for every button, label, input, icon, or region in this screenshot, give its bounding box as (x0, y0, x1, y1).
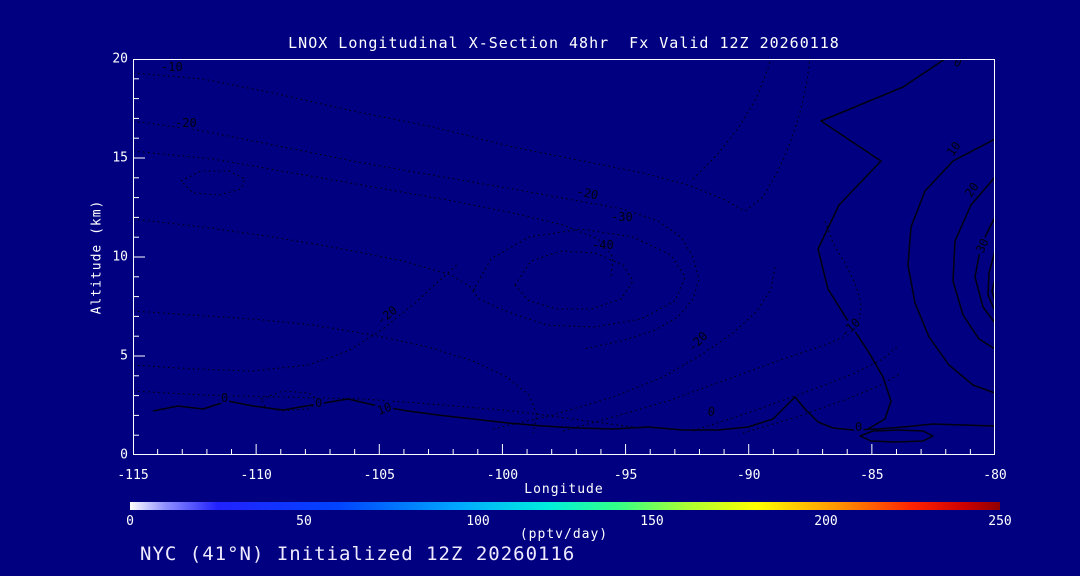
contour-line-level-20 (952, 176, 995, 350)
contour-line-level--20 (133, 262, 460, 372)
colorbar-tick-label: 100 (466, 514, 490, 529)
contour-label: 30 (973, 236, 992, 255)
contour-label: -20 (575, 184, 599, 202)
contour-line-level--40 (514, 250, 634, 310)
colorbar-tick-label: 50 (296, 514, 312, 529)
contour-label: 10 (375, 400, 393, 418)
contour-line-level-0 (859, 429, 934, 443)
plot-title: LNOX Longitudinal X-Section 48hr Fx Vali… (288, 34, 840, 52)
contour-line-level--20 (133, 150, 614, 278)
y-axis-tick-label: 0 (120, 447, 128, 463)
contour-label: -20 (374, 303, 400, 327)
contour-line-level--30 (133, 310, 538, 434)
x-axis-tick-label: -105 (363, 468, 395, 483)
contour-line-level--20 (492, 266, 776, 430)
x-axis-tick-label: -100 (486, 468, 519, 483)
contour-line-level--20 (133, 390, 634, 428)
contour-line-level--10 (692, 59, 772, 180)
contour-label: 0 (706, 404, 716, 419)
contour-label: 0 (952, 59, 964, 70)
colorbar-tick-label: 200 (814, 514, 838, 529)
contour-line-level--20 (180, 170, 246, 196)
contour-line-level--10 (133, 59, 811, 212)
initialization-annotation: NYC (41°N) Initialized 12Z 20260116 (140, 543, 576, 565)
contour-line-level--30 (133, 218, 478, 292)
contour-line-level-10 (907, 138, 995, 394)
colorbar (130, 502, 1000, 510)
contour-label: -10 (161, 60, 183, 74)
colorbar-tick-label: 250 (988, 514, 1012, 529)
contour-label: -30 (611, 210, 633, 224)
contour-line-level--10 (562, 220, 862, 432)
y-axis-tick-label: 20 (112, 51, 128, 67)
x-axis-title: Longitude (524, 482, 604, 497)
contour-label: 0 (315, 396, 322, 410)
y-axis-tick-label: 15 (112, 150, 128, 166)
contour-line-level--30 (472, 228, 686, 328)
contour-line-level-40 (987, 250, 995, 312)
x-axis-tick-label: -85 (860, 468, 884, 483)
contour-label: -40 (592, 238, 614, 252)
contour-line-level--10 (692, 344, 900, 432)
plot-frame (133, 59, 995, 455)
contour-label: 0 (221, 391, 228, 405)
contour-label: -20 (685, 329, 710, 354)
x-axis-tick-label: -95 (613, 468, 638, 483)
colorbar-tick-label: 150 (640, 514, 664, 529)
colorbar-units-label: (pptv/day) (519, 527, 609, 542)
x-axis-tick-label: -80 (983, 468, 1007, 483)
contour-line-level-0 (817, 59, 946, 430)
contour-line-level--20 (133, 120, 700, 350)
x-axis-tick-label: -110 (240, 468, 272, 483)
y-axis-tick-label: 10 (112, 249, 128, 265)
contour-label: -20 (175, 116, 197, 130)
y-axis-tick-label: 5 (120, 348, 128, 364)
x-axis-tick-label: -90 (736, 468, 761, 483)
x-axis-tick-label: -115 (117, 468, 149, 483)
contour-line-level-0 (152, 396, 995, 431)
contour-line-level-30 (974, 216, 995, 324)
contour-label: 10 (944, 139, 964, 159)
colorbar-tick-label: 0 (126, 514, 134, 529)
contour-label: 0 (855, 420, 862, 434)
